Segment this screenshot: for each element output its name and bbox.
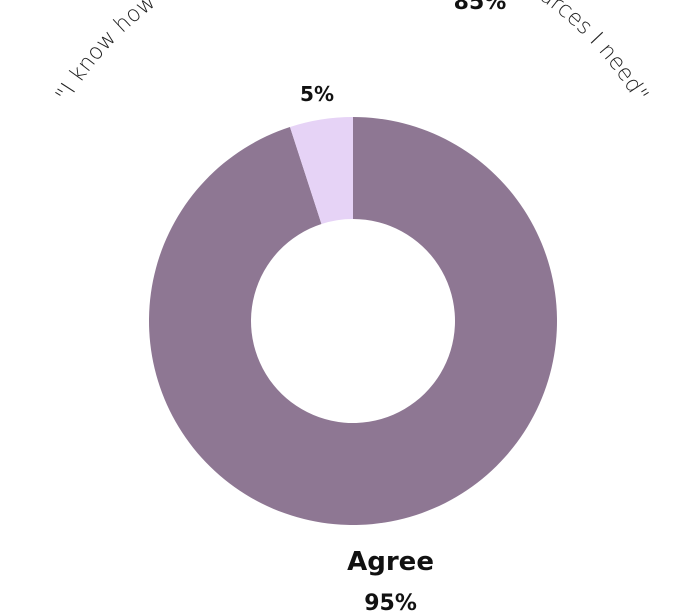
cut-off-data-label: 85% [454, 0, 507, 15]
value-label-slice-1: 5% [300, 82, 334, 106]
chart-title-text: "I know how to get the support services … [51, 0, 652, 106]
donut-labels: Agree 95% 5% [300, 82, 434, 613]
value-label-agree: 95% [364, 591, 417, 613]
category-label-agree: Agree [347, 547, 434, 577]
donut-slice-other-1 [289, 117, 353, 224]
donut-slices [149, 117, 558, 526]
chart-title: "I know how to get the support services … [51, 0, 652, 106]
donut-slice-agree [149, 117, 558, 526]
